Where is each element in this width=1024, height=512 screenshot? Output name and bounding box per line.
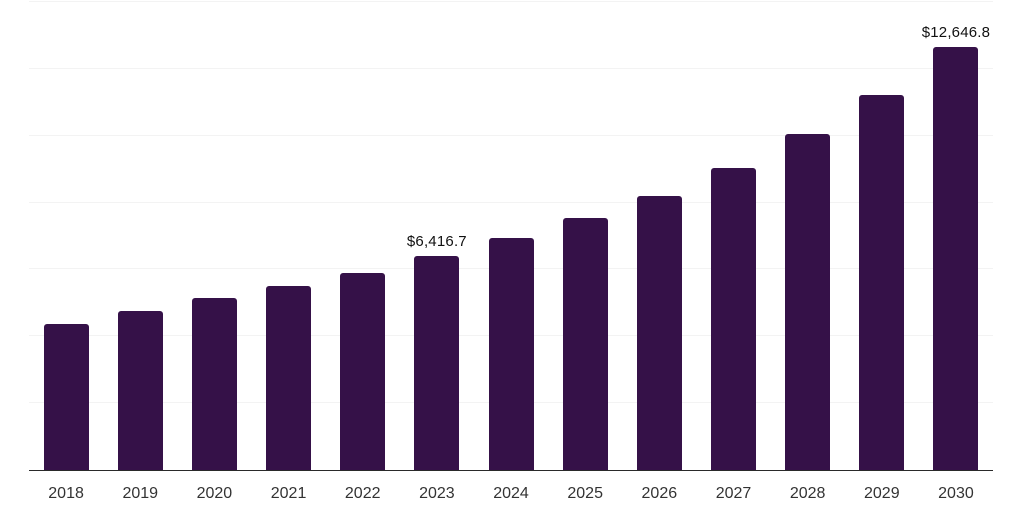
x-axis-labels: 2018 2019 2020 2021 2022 2023 2024 2025 2026 2027… [29,472,993,512]
x-tick-2021: 2021 [270,485,307,502]
x-tick-2022: 2022 [344,485,381,502]
bar-2026 [636,196,682,470]
gridline-12000 [29,67,993,69]
x-tick-2023: 2023 [419,485,455,502]
x-tick-2024: 2024 [493,485,529,502]
bar-2030 [933,47,979,470]
bar-2021 [266,285,312,470]
bar-slot-2018 [29,2,103,470]
x-tick-2019: 2019 [122,485,159,502]
bars-container: $6,416.7 $12,646.8 [29,2,993,470]
bar-2027 [710,167,756,470]
bar-slot-2026 [622,2,696,470]
gridline-14000 [29,1,993,2]
x-tick-2026: 2026 [641,485,678,502]
x-tick-2029: 2029 [864,485,900,502]
x-tick-2030: 2030 [938,485,974,502]
bar-slot-2028 [771,2,845,470]
x-tick-2027: 2027 [715,485,752,502]
bar-2025 [562,217,608,470]
gridline-8000 [29,201,993,203]
x-tick-2018: 2018 [48,485,84,502]
x-tick-2020: 2020 [196,485,233,502]
plot-area: $6,416.7 $12,646.8 [29,1,993,471]
bar-2018 [43,323,89,470]
bar-value-label-2023: $6,416.7 [406,232,467,250]
bar-slot-2019 [103,2,177,470]
bar-2029 [859,94,905,470]
bar-slot-2030: $12,646.8 [919,2,993,470]
bar-slot-2029 [845,2,919,470]
bar-2019 [117,310,163,470]
bar-slot-2023: $6,416.7 [400,2,474,470]
bar-slot-2027 [696,2,770,470]
x-tick-2025: 2025 [567,485,603,502]
bar-slot-2022 [326,2,400,470]
bar-2020 [191,298,237,470]
bar-slot-2024 [474,2,548,470]
bar-2028 [785,134,831,470]
gridline-10000 [29,134,993,136]
bar-2023 [414,255,460,470]
bar-slot-2020 [177,2,251,470]
bar-2022 [340,272,386,470]
bar-value-label-2030: $12,646.8 [921,24,991,42]
bar-2024 [488,238,534,470]
bar-slot-2021 [251,2,325,470]
bar-slot-2025 [548,2,622,470]
x-tick-2028: 2028 [789,485,826,502]
